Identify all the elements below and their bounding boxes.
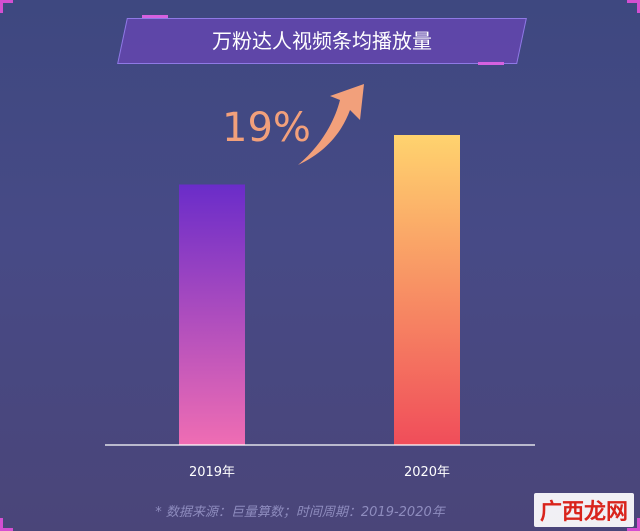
title-dash-bottom-right	[478, 62, 504, 65]
corner-bottom-left	[0, 518, 13, 531]
bar-1	[394, 135, 460, 445]
watermark-logo: 广西龙网	[533, 493, 634, 527]
growth-annotation: 19%	[222, 105, 311, 151]
growth-arrow-icon	[298, 84, 364, 165]
x-tick-label-0: 2019年	[189, 465, 235, 480]
corner-bottom-right	[627, 518, 640, 531]
corner-top-left	[0, 0, 13, 13]
bar-0	[179, 184, 245, 446]
x-tick-label-1: 2020年	[404, 465, 450, 480]
corner-top-right	[627, 0, 640, 13]
chart-title: 万粉达人视频条均播放量	[212, 29, 432, 53]
title-dash-top-left	[142, 15, 168, 18]
data-source-note: * 数据来源：巨量算数；时间周期：2019-2020年	[155, 505, 445, 520]
chart-title-banner: 万粉达人视频条均播放量	[117, 15, 527, 65]
